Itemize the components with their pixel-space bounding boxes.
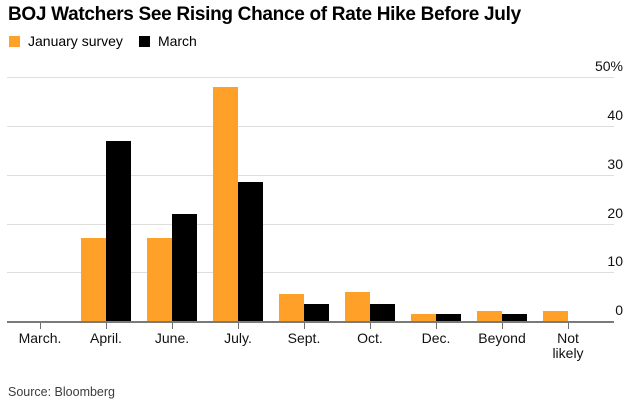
y-axis-label-50: 50%	[594, 58, 623, 75]
legend-label: January survey	[28, 33, 123, 49]
legend-swatch-icon	[138, 35, 150, 47]
x-axis-tick	[172, 323, 173, 329]
bar-january-oct	[345, 291, 370, 321]
x-axis-label-june: June.	[154, 330, 190, 346]
gridline-40	[7, 126, 614, 127]
chart-title: BOJ Watchers See Rising Chance of Rate H…	[8, 4, 521, 25]
x-axis-label-july: July.	[224, 330, 252, 346]
legend-item-march: March	[138, 33, 197, 49]
bar-march-beyond	[502, 313, 527, 321]
chart-legend: January survey March	[9, 33, 197, 49]
gridline-20	[7, 223, 614, 225]
bar-march-dec	[436, 313, 461, 321]
y-axis-label-0: 0	[615, 302, 623, 318]
bar-january-july	[213, 87, 238, 321]
y-axis-label-10: 10	[607, 253, 623, 270]
bar-january-beyond	[477, 311, 502, 321]
bar-january-sept	[279, 294, 304, 321]
source-note: Source: Bloomberg	[8, 385, 116, 399]
x-axis-tick	[502, 323, 503, 329]
x-axis-label-oct: Oct.	[357, 330, 383, 346]
bar-march-sept	[304, 303, 329, 321]
x-axis-label-dec: Dec.	[421, 330, 451, 346]
x-axis-label-not-likely: Not likely	[552, 330, 584, 362]
x-axis-line	[7, 321, 614, 323]
x-axis-label-april: April.	[90, 330, 122, 346]
x-axis-tick	[106, 323, 107, 329]
bar-january-not-likely	[543, 311, 568, 321]
bar-march-july	[238, 182, 263, 321]
x-axis-label-beyond: Beyond	[478, 330, 526, 346]
bar-january-june	[147, 238, 172, 321]
gridline-50	[7, 77, 614, 79]
x-axis-label-sept: Sept.	[287, 330, 321, 346]
x-axis-tick	[568, 323, 569, 329]
bar-march-june	[172, 213, 197, 321]
legend-label: March	[157, 33, 197, 49]
legend-swatch-icon	[9, 35, 20, 47]
x-axis-label-march: March.	[18, 330, 62, 346]
bar-january-dec	[411, 313, 436, 321]
gridline-30	[7, 174, 614, 176]
y-axis-label-30: 30	[607, 155, 623, 172]
legend-item-january-survey: January survey	[9, 33, 123, 49]
y-axis-label-20: 20	[607, 204, 623, 221]
x-axis-tick	[370, 323, 371, 329]
bar-march-april	[106, 140, 131, 321]
y-axis-label-40: 40	[607, 107, 623, 123]
bar-march-oct	[370, 303, 395, 321]
bar-january-april	[81, 238, 106, 321]
x-axis-tick	[40, 323, 41, 329]
gridline-10	[7, 272, 614, 274]
x-axis-tick	[436, 323, 437, 329]
x-axis-tick	[238, 323, 239, 329]
x-axis-tick	[304, 323, 305, 329]
